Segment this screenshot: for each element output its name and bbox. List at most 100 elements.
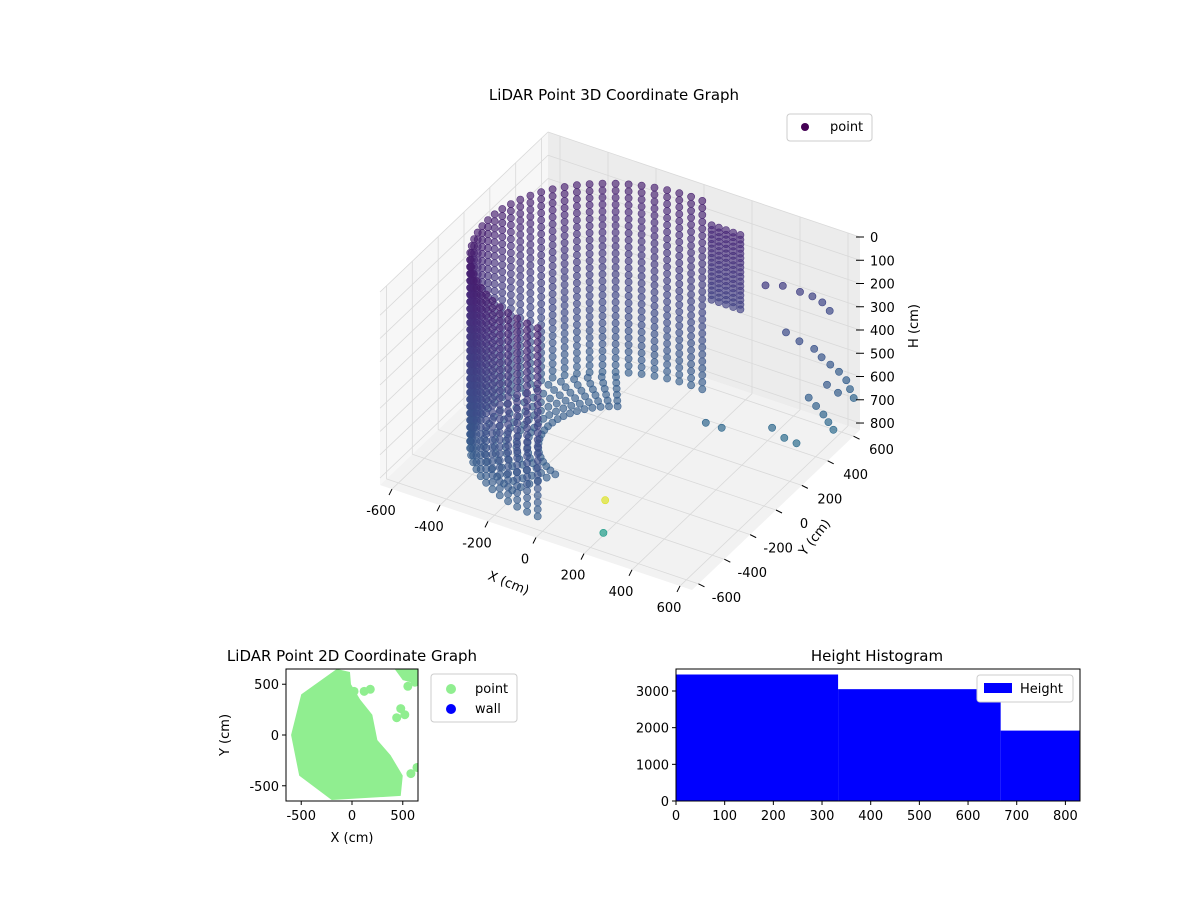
chart-3d-point [663,318,671,327]
chart-3d-point [573,327,581,336]
chart-3d-point [495,310,504,318]
chart-3d-y-tick-label: 0 [800,517,808,532]
chart-3d-legend: point [786,113,873,142]
chart-3d-point [675,189,684,198]
chart-3d-point [598,256,607,265]
chart-3d-point [675,217,684,225]
chart-3d-point [675,259,684,267]
chart-3d-point [663,367,671,376]
chart-3d-point [573,223,581,231]
chart-3d-point [533,449,542,458]
chart-3d-point [650,253,659,262]
chart-3d-point [675,363,684,372]
chart-3d-point [598,326,607,334]
chart-3d-point [611,326,620,335]
chart-3d-point [495,456,504,465]
chart-3d-point [611,305,620,314]
chart-3d-sparse-point [717,423,726,432]
chart-3d-point [504,378,512,387]
chart-3d-point [488,429,497,438]
chart-3d-point [624,250,633,258]
chart-3d-point [698,301,707,310]
chart-2d-y-tick-label: -500 [249,780,279,795]
chart-3d-point [637,335,646,344]
chart-3d-point [495,365,504,374]
chart-3d-point [698,364,707,373]
chart-3d-point [675,321,684,330]
chart-3d-point [585,187,594,195]
chart-3d-sparse-point [825,306,834,315]
chart-3d-point [624,187,633,196]
chart-3d-point [488,310,497,319]
chart-3d-point [637,314,646,323]
chart-3d-point [526,268,535,277]
chart-3d-y-tick-mark [775,509,783,514]
chart-3d-point [573,264,581,273]
chart-3d-point [548,352,557,361]
chart-3d-point [698,329,707,338]
chart-3d-legend-label: point [830,120,863,135]
chart-3d-point [637,356,646,364]
chart-3d-point [523,326,531,335]
chart-3d-point [687,192,695,201]
chart-3d-point [495,414,504,423]
chart-3d-z-label: H (cm) [907,304,922,348]
chart-3d-point [567,401,576,410]
chart-3d-point [478,222,487,230]
chart-3d-point [598,242,607,251]
chart-2d-legend-marker-wall [446,704,456,714]
chart-3d-point [611,221,620,230]
chart-3d-point [516,265,525,274]
chart-3d-point [598,207,607,216]
chart-3d-point [585,256,594,265]
chart-3d-sparse-point [761,281,770,290]
chart-3d-sparse-point [795,337,804,346]
chart-3d-x-tick-label: 400 [609,585,634,600]
chart-3d-point [675,370,684,379]
chart-3d-point [687,213,695,222]
histogram-y-ticks: 0 1000 2000 3000 [636,685,676,810]
chart-3d-point [585,347,594,356]
chart-3d-point [624,243,633,252]
chart-3d-x-tick-label: -600 [366,504,396,519]
chart-3d-point [533,414,542,423]
chart-2d-point [410,677,418,687]
chart-3d-point [598,249,607,258]
chart-2d-point [400,710,410,720]
chart-3d-point [637,258,646,267]
chart-3d-point [687,346,695,355]
chart-3d-point [551,470,560,479]
chart-3d-point [506,221,515,229]
chart-3d-point [490,287,499,295]
chart-3d-point [675,335,684,344]
chart-3d-point [687,353,695,362]
chart-3d-point [548,213,557,222]
chart-3d-point [537,299,546,308]
chart-3d-point [504,420,512,429]
chart-3d-point [624,180,633,189]
chart-3d-point [687,332,695,341]
chart-3d-point [523,438,531,446]
chart-3d-point [663,283,671,292]
chart-3d-point [585,180,594,188]
chart-3d-point [687,199,695,208]
chart-2d-point [406,769,416,779]
chart-3d-point [513,405,522,413]
chart-3d-point [698,378,707,387]
chart-2d-x-tick-label: 0 [348,809,356,824]
chart-3d-point [504,343,512,352]
chart-3d-point [523,396,531,405]
chart-3d-point [675,300,684,309]
chart-3d-panes [380,132,860,590]
chart-3d-x-label: X (cm) [486,569,531,599]
chart-3d-point [577,386,586,395]
chart-3d-point [663,200,671,208]
chart-3d-point [687,325,695,334]
chart-3d-point [548,373,557,382]
chart-3d-z-tick-label: 100 [870,254,895,269]
chart-3d-point [548,310,557,319]
chart-3d-point [523,375,531,384]
chart-3d-point [526,191,535,200]
chart-3d-point [488,359,497,368]
chart-3d-point [516,223,525,232]
